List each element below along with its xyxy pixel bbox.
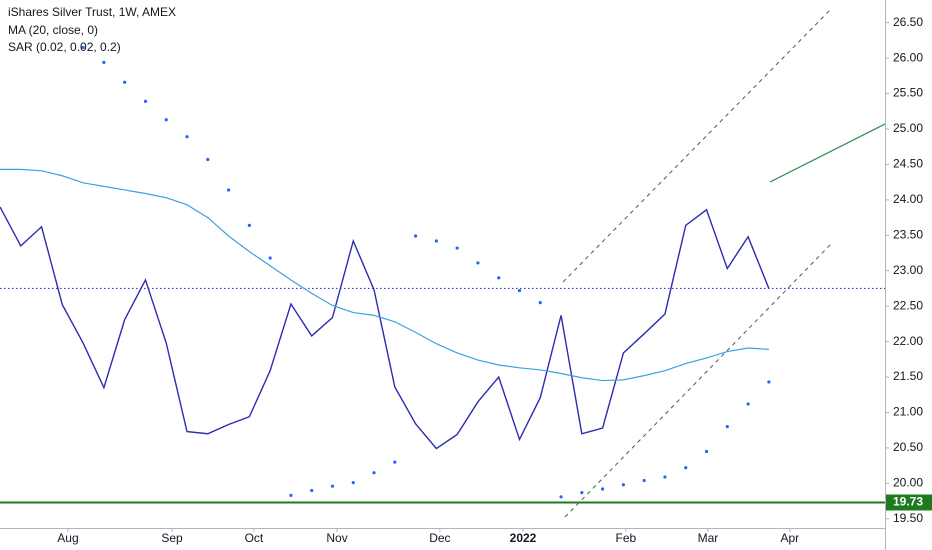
trend-line: [769, 123, 886, 183]
x-tick-label: Dec: [429, 531, 450, 545]
sar-dot: [621, 483, 626, 487]
sar-dot: [517, 288, 522, 293]
sar-dot: [143, 99, 148, 103]
y-tick-label: 25.50: [893, 86, 923, 100]
x-tick-label: Oct: [245, 531, 264, 545]
sar-dot: [393, 460, 397, 464]
sar-dot: [497, 276, 501, 280]
x-tick-label: Feb: [616, 531, 637, 545]
series-line: [0, 168, 769, 382]
sar-dot: [746, 402, 750, 406]
sar-dot: [268, 256, 272, 260]
sar-dot: [580, 490, 584, 495]
y-tick-label: 21.50: [893, 369, 923, 383]
y-tick-label: 19.50: [893, 511, 923, 525]
y-tick-label: 22.00: [893, 334, 923, 348]
y-tick-label: 22.50: [893, 298, 923, 312]
sar-dot: [704, 449, 709, 454]
y-tick-label: 25.00: [893, 121, 923, 135]
sar-dot: [725, 425, 729, 429]
sar-dot: [684, 466, 688, 470]
sar-dot: [330, 484, 335, 488]
sar-dot: [206, 157, 210, 162]
sar-dot: [185, 135, 189, 139]
y-tick-label: 23.00: [893, 263, 923, 277]
x-tick-label: Apr: [780, 531, 799, 545]
sar-dot: [164, 118, 168, 122]
x-tick-label: Aug: [57, 531, 78, 545]
y-tick-label: 21.00: [893, 405, 923, 419]
plot-area: [0, 45, 885, 504]
sar-dot: [455, 246, 459, 250]
y-tick-label: 26.00: [893, 50, 923, 64]
sar-dot: [226, 188, 231, 192]
sar-dot: [414, 234, 418, 238]
series-line: [0, 206, 770, 450]
sar-dot: [559, 495, 563, 499]
sar-dot: [434, 239, 438, 243]
y-tick-label: 20.50: [893, 440, 923, 454]
sar-dot: [102, 60, 106, 64]
legend-entry: SAR (0.02, 0.02, 0.2): [8, 40, 121, 54]
x-tick-label: Nov: [326, 531, 347, 545]
sar-dot: [310, 488, 314, 493]
chart-title: iShares Silver Trust, 1W, AMEX: [8, 5, 176, 19]
y-tick-label: 23.50: [893, 227, 923, 241]
sar-dot: [663, 475, 667, 479]
y-tick-label: 20.00: [893, 476, 923, 490]
y-tick-label: 26.50: [893, 15, 923, 29]
sar-dot: [538, 301, 542, 305]
price-label: 19.73: [893, 495, 923, 509]
sar-dot: [372, 471, 376, 475]
sar-dot: [81, 45, 85, 50]
x-tick-label: Sep: [161, 531, 183, 545]
sar-dot: [476, 261, 480, 265]
legend-entry: MA (20, close, 0): [8, 23, 98, 37]
sar-dot: [642, 478, 646, 483]
sar-dot: [123, 80, 127, 84]
price-label-box: [886, 494, 932, 511]
sar-dot: [289, 493, 293, 497]
sar-dot: [767, 380, 771, 384]
y-tick-label: 24.00: [893, 192, 923, 206]
sar-dot: [247, 223, 251, 227]
sar-dot: [601, 487, 605, 491]
y-tick-label: 24.50: [893, 157, 923, 171]
x-tick-label: Mar: [698, 531, 719, 545]
x-tick-label: 2022: [510, 531, 537, 545]
sar-dot: [351, 481, 355, 485]
